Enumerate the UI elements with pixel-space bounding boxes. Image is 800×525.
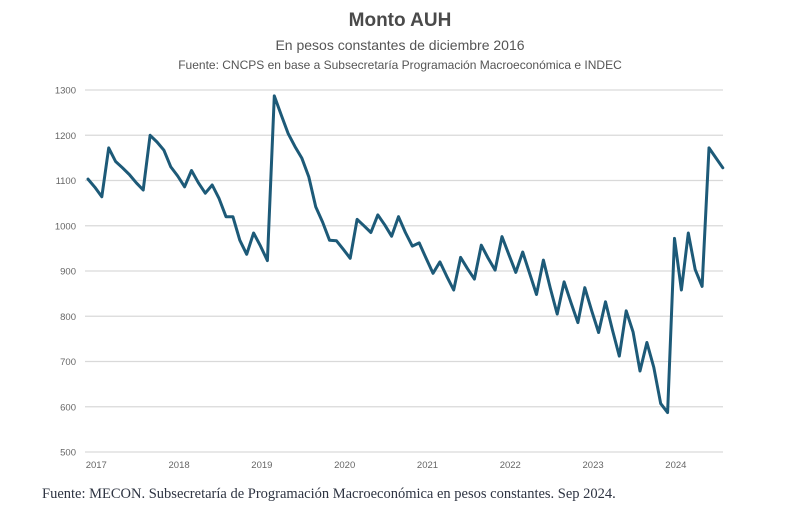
x-tick-label: 2020 (334, 460, 355, 471)
line-chart: 500 600 700 800 900 1000 1100 1200 1300 2017 2018 2… (55, 86, 725, 471)
x-tick-label: 2022 (500, 460, 521, 471)
x-tick-label: 2019 (251, 460, 272, 471)
x-tick-label: 2021 (417, 460, 438, 471)
x-tick-label: 2024 (665, 460, 686, 471)
y-tick-label: 600 (60, 402, 76, 413)
x-tick-label: 2023 (583, 460, 604, 471)
series-line-monto-auh (86, 94, 725, 415)
chart-subtitle: En pesos constantes de diciembre 2016 (275, 37, 525, 53)
footer-source: Fuente: MECON. Subsecretaría de Programa… (42, 486, 616, 502)
y-tick-label: 900 (60, 267, 76, 278)
y-tick-label: 700 (60, 357, 76, 368)
y-tick-label: 1000 (55, 221, 76, 232)
y-tick-label: 1100 (56, 176, 76, 187)
x-tick-label: 2017 (86, 460, 107, 471)
chart-source: Fuente: CNCPS en base a Subsecretaría Pr… (178, 58, 622, 72)
y-tick-label: 800 (60, 312, 76, 323)
chart-title: Monto AUH (348, 10, 452, 31)
y-tick-label: 500 (60, 448, 76, 459)
y-tick-label: 1300 (55, 86, 76, 97)
x-tick-label: 2018 (169, 460, 190, 471)
y-tick-label: 1200 (55, 131, 76, 142)
